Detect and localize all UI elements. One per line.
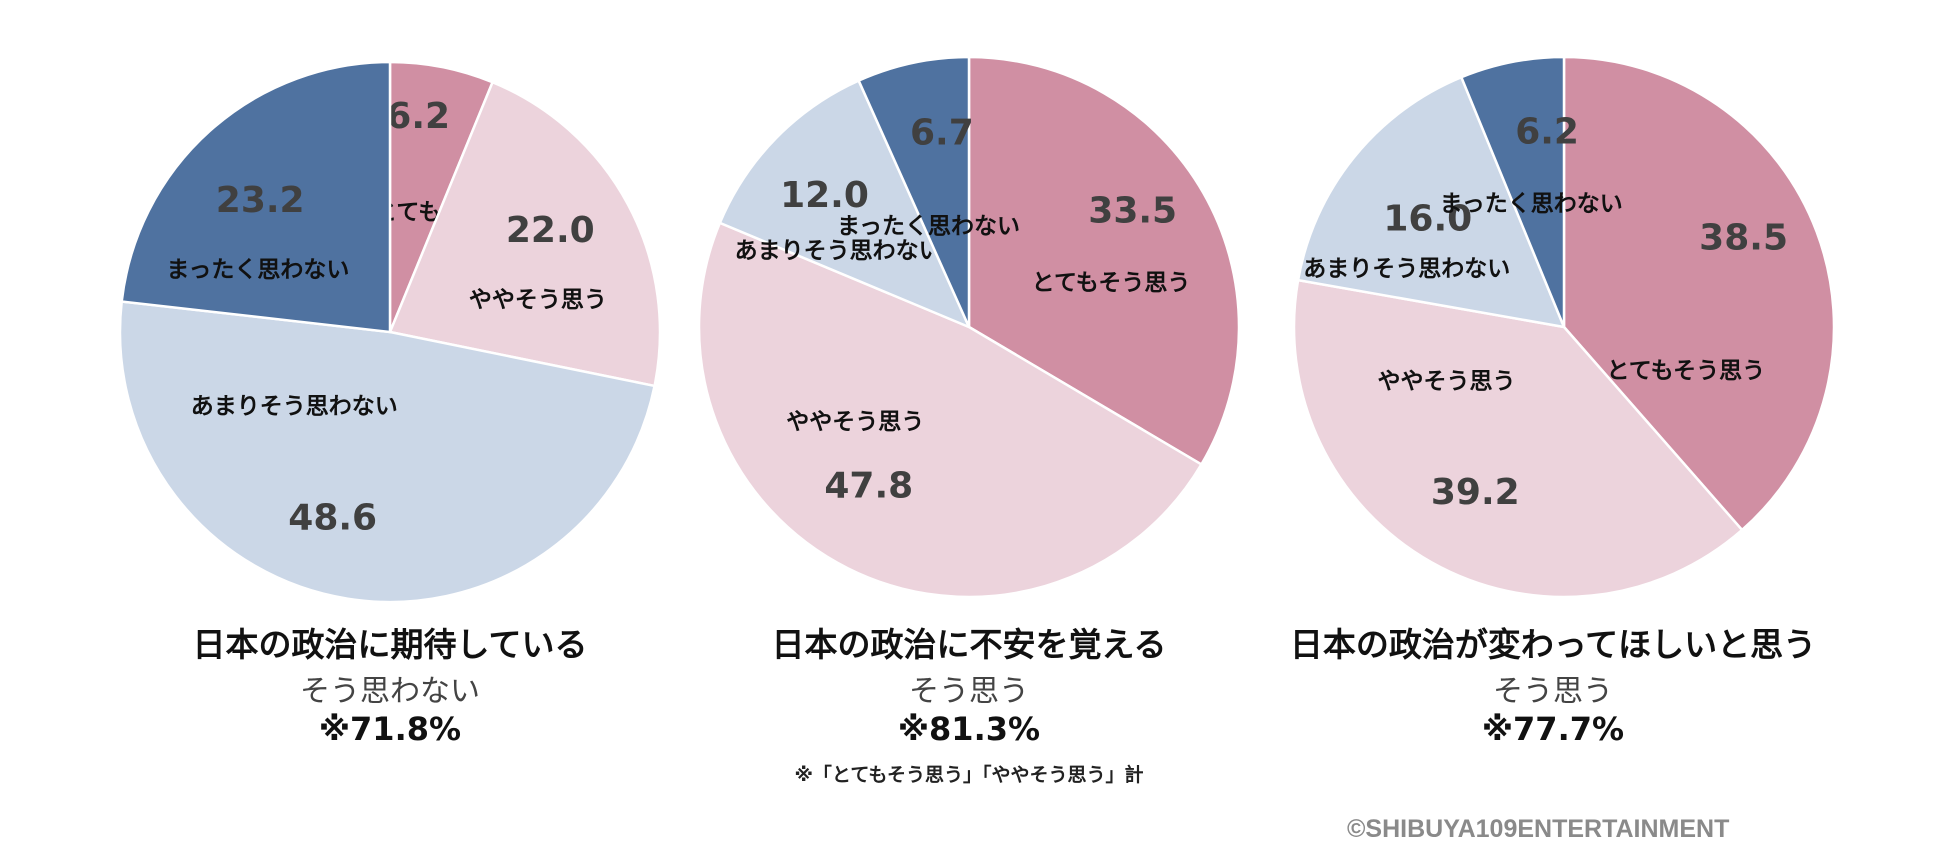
pie-chart-3: とてもそう思う 38.5 ややそう思う 39.2 あまりそう思わない 16.0まったく思わ… [1292,55,1836,599]
pie-3-slice-2 [1292,278,1744,599]
pie-2-slice-2 [697,221,1204,599]
pie-2-category-label-3: あまりそう思わない [735,238,942,264]
pie-2-slice-1 [967,55,1241,467]
pie-3-category-label-1: とてもそう思う [1606,358,1765,384]
pie-2-category-label-4: まったく思わない [837,213,1020,239]
chart-2-title: 日本の政治に不安を覚える [771,625,1167,664]
pie-2-category-label-2: ややそう思う [786,409,924,435]
pie-2-value-label-4: 6.7 [910,113,974,154]
pie-2-slice-4 [857,55,971,328]
chart-1-summary-label: そう思わない [299,674,480,709]
pie-chart-2: とてもそう思う 33.5 ややそう思う 47.8 あまりそう思わない 12.0まったく思わ… [697,55,1241,599]
pie-2-value-label-3: 12.0 [780,175,869,216]
pie-chart-1: とてもそう思う6.2ややそう思う22.0あまりそう思わない48.6まったく思わな… [118,60,662,604]
pie-3-slice-3 [1296,75,1567,329]
pie-1-category-label-2: ややそう思う [469,287,607,313]
pie-3-value-label-2: 39.2 [1431,472,1520,513]
chart-2-summary-label: そう思う [908,674,1029,709]
pie-2-category-label-1: とてもそう思う [1032,270,1191,296]
chart-3-summary-value: ※77.7% [1481,710,1625,748]
chart-2-summary-value: ※81.3% [897,710,1041,748]
footnote: ※「とてもそう思う」「ややそう思う」計 [794,764,1144,786]
pie-1-value-label-3: 48.6 [288,497,377,538]
pie-3-category-label-3: あまりそう思わない [1303,256,1510,282]
pie-3-slice-4 [1459,55,1566,328]
chart-3-title: 日本の政治が変わってほしいと思う [1289,625,1817,664]
pie-3-value-label-4: 6.2 [1515,111,1579,152]
pie-1-slice-4 [120,60,392,334]
pie-1-category-label-3: あまりそう思わない [191,393,398,419]
pie-1-slice-3 [118,300,657,604]
chart-3-caption: 日本の政治が変わってほしいと思う そう思う ※77.7% [1290,618,1816,748]
pie-3-value-label-3: 16.0 [1383,199,1472,240]
chart-1-summary-value: ※71.8% [318,710,462,748]
chart-1-caption: 日本の政治に期待している そう思わない ※71.8% [192,618,587,748]
pie-3-category-label-2: ややそう思う [1378,368,1516,394]
pie-1-slice-2 [388,80,662,388]
copyright: ©SHIBUYA109ENTERTAINMENT [1347,815,1730,843]
pie-2-value-label-1: 33.5 [1088,190,1177,231]
chart-2-caption: 日本の政治に不安を覚える そう思う ※81.3% [771,618,1166,748]
chart-3-summary-label: そう思う [1492,674,1613,709]
pie-1-value-label-2: 22.0 [506,210,595,251]
pie-3-value-label-1: 38.5 [1699,217,1788,258]
pie-2-slice-3 [718,78,972,330]
pie-1-value-label-1: 6.2 [386,96,450,137]
pie-2-value-label-2: 47.8 [824,465,913,506]
pie-3-category-label-4: まったく思わない [1440,191,1623,217]
chart-1-title: 日本の政治に期待している [192,625,588,664]
pie-1-value-label-4: 23.2 [216,180,305,221]
pie-3-slice-1 [1562,55,1836,532]
pie-1-category-label-4: まったく思わない [166,257,349,283]
